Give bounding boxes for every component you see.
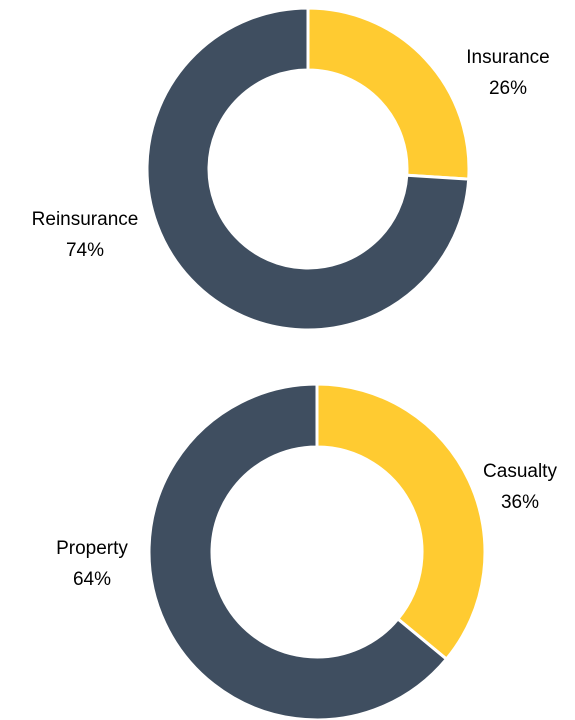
donut-chart: Insurance 26% Reinsurance 74% [32, 6, 550, 332]
donut-slice [145, 6, 471, 332]
slice-label: Property [56, 538, 128, 559]
slice-label: Reinsurance [32, 209, 139, 230]
slice-label: Insurance [466, 47, 549, 68]
slice-label: Casualty [483, 461, 557, 482]
donut-slice [147, 382, 449, 720]
slice-value-label: 64% [73, 569, 111, 590]
donut-chart: Casualty 36% Property 64% [56, 382, 557, 720]
donut-slice [315, 382, 487, 662]
slice-value-label: 74% [66, 240, 104, 261]
slice-value-label: 26% [489, 78, 527, 99]
donut-slice [306, 6, 471, 181]
slice-value-label: 36% [501, 492, 539, 513]
